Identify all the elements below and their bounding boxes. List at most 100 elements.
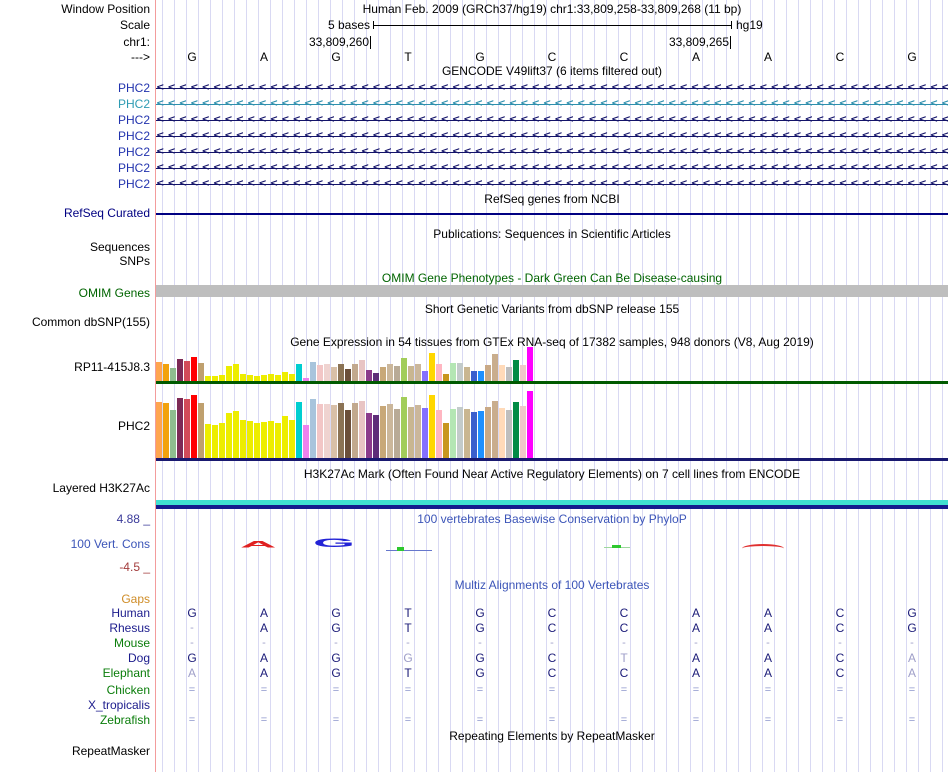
gencode-gene-row[interactable]: <<<<<<<<<<<<<<<<<<<<<<<<<<<<<<<<<<<<<<<<…: [156, 96, 948, 112]
gtex-bar[interactable]: [352, 364, 358, 381]
gtex-bar[interactable]: [359, 360, 365, 381]
gtex-bar[interactable]: [198, 363, 204, 381]
gtex-bar[interactable]: [520, 406, 526, 458]
sequences-label[interactable]: Sequences: [89, 240, 150, 254]
gtex-bar[interactable]: [464, 367, 470, 381]
gtex-bar[interactable]: [464, 409, 470, 458]
species-label[interactable]: X_tropicalis: [87, 698, 150, 712]
gtex-bar[interactable]: [366, 413, 372, 458]
gtex-bar[interactable]: [184, 399, 190, 458]
gtex-bar[interactable]: [387, 404, 393, 458]
gtex-bar[interactable]: [184, 361, 190, 381]
gtex-bar[interactable]: [457, 407, 463, 458]
gtex-bar[interactable]: [485, 407, 491, 458]
gencode-gene-label[interactable]: PHC2: [117, 177, 150, 191]
gencode-gene-row[interactable]: <<<<<<<<<<<<<<<<<<<<<<<<<<<<<<<<<<<<<<<<…: [156, 80, 948, 96]
gtex-bar[interactable]: [310, 399, 316, 458]
gtex-bar[interactable]: [492, 354, 498, 381]
gtex-bar[interactable]: [317, 404, 323, 458]
gencode-gene-label[interactable]: PHC2: [117, 97, 150, 111]
layered-h3k27ac-label[interactable]: Layered H3K27Ac: [52, 481, 150, 495]
gtex-bar[interactable]: [513, 402, 519, 458]
gtex-bar[interactable]: [296, 402, 302, 458]
gtex-bar[interactable]: [163, 403, 169, 458]
gtex-bar[interactable]: [471, 412, 477, 458]
gtex-bar[interactable]: [219, 423, 225, 458]
gtex-bar[interactable]: [254, 376, 260, 381]
gtex-bar[interactable]: [261, 375, 267, 381]
common-dbsnp-label[interactable]: Common dbSNP(155): [31, 315, 150, 329]
gencode-gene-row[interactable]: <<<<<<<<<<<<<<<<<<<<<<<<<<<<<<<<<<<<<<<<…: [156, 176, 948, 192]
gtex-bar[interactable]: [268, 374, 274, 381]
gtex-bar[interactable]: [212, 376, 218, 381]
gtex-bar[interactable]: [289, 374, 295, 381]
gtex-bar[interactable]: [478, 371, 484, 381]
gtex-bar[interactable]: [373, 415, 379, 458]
gencode-gene-row[interactable]: <<<<<<<<<<<<<<<<<<<<<<<<<<<<<<<<<<<<<<<<…: [156, 144, 948, 160]
gtex-bar[interactable]: [338, 364, 344, 381]
gtex-bar[interactable]: [506, 410, 512, 458]
gtex-bar[interactable]: [275, 375, 281, 381]
gaps-label[interactable]: Gaps: [121, 592, 150, 606]
gtex-bar[interactable]: [359, 401, 365, 458]
snps-label[interactable]: SNPs: [119, 254, 150, 268]
gtex-bar[interactable]: [401, 358, 407, 381]
gencode-gene-label[interactable]: PHC2: [117, 129, 150, 143]
gtex-bar[interactable]: [282, 416, 288, 458]
gtex-bar[interactable]: [436, 410, 442, 458]
species-label[interactable]: Mouse: [113, 636, 150, 650]
gtex-bar[interactable]: [205, 424, 211, 458]
gtex-bar[interactable]: [506, 367, 512, 381]
gtex-bar[interactable]: [408, 366, 414, 381]
gencode-gene-row[interactable]: <<<<<<<<<<<<<<<<<<<<<<<<<<<<<<<<<<<<<<<<…: [156, 128, 948, 144]
omim-genes-label[interactable]: OMIM Genes: [78, 286, 150, 300]
gtex-bar[interactable]: [499, 408, 505, 458]
gtex-bar[interactable]: [401, 397, 407, 458]
align-row[interactable]: -----------: [156, 636, 948, 651]
gtex-bar[interactable]: [485, 365, 491, 381]
align-row[interactable]: = = = = = = = = = = =: [156, 683, 948, 698]
gtex-bar[interactable]: [170, 368, 176, 381]
refseq-curated-item[interactable]: [156, 213, 948, 215]
gtex-bar[interactable]: [415, 364, 421, 381]
gtex-bar[interactable]: [205, 376, 211, 381]
gtex-bar[interactable]: [310, 362, 316, 381]
gtex-bar[interactable]: [520, 365, 526, 381]
gtex-bar[interactable]: [422, 408, 428, 458]
gtex-bar[interactable]: [331, 405, 337, 458]
gtex-bar[interactable]: [177, 359, 183, 381]
gtex-bar[interactable]: [226, 366, 232, 381]
gencode-gene-label[interactable]: PHC2: [117, 113, 150, 127]
species-label[interactable]: Elephant: [102, 666, 150, 680]
gtex-bar[interactable]: [317, 365, 323, 381]
gtex-bar[interactable]: [226, 413, 232, 458]
gtex-bar[interactable]: [443, 374, 449, 381]
gtex-bar[interactable]: [380, 367, 386, 381]
h3k27ac-signal-bottom[interactable]: [156, 505, 948, 509]
gtex-bar[interactable]: [296, 364, 302, 381]
gtex-bar[interactable]: [233, 364, 239, 381]
gtex-bar[interactable]: [156, 362, 162, 381]
gtex-bar[interactable]: [254, 423, 260, 458]
gtex-gene-label-phc2[interactable]: PHC2: [117, 419, 150, 433]
gencode-gene-label[interactable]: PHC2: [117, 161, 150, 175]
gtex-bar[interactable]: [408, 407, 414, 458]
gencode-gene-row[interactable]: <<<<<<<<<<<<<<<<<<<<<<<<<<<<<<<<<<<<<<<<…: [156, 160, 948, 176]
refseq-curated-label[interactable]: RefSeq Curated: [63, 206, 150, 220]
gtex-bar[interactable]: [212, 425, 218, 458]
gtex-bar[interactable]: [492, 401, 498, 458]
gencode-gene-label[interactable]: PHC2: [117, 145, 150, 159]
gtex-bar[interactable]: [345, 369, 351, 381]
gtex-bar[interactable]: [499, 365, 505, 381]
gtex-gene-label-rp11[interactable]: RP11-415J8.3: [74, 360, 150, 374]
gtex-bar[interactable]: [324, 364, 330, 381]
species-label[interactable]: Rhesus: [109, 621, 150, 635]
gtex-bar[interactable]: [275, 423, 281, 458]
gtex-bar[interactable]: [338, 403, 344, 458]
gtex-bar[interactable]: [233, 411, 239, 458]
gtex-bar[interactable]: [191, 357, 197, 381]
cons-track-label[interactable]: 100 Vert. Cons: [70, 537, 150, 551]
gtex-barchart-rp11[interactable]: [156, 347, 948, 381]
species-label[interactable]: Dog: [127, 651, 150, 665]
